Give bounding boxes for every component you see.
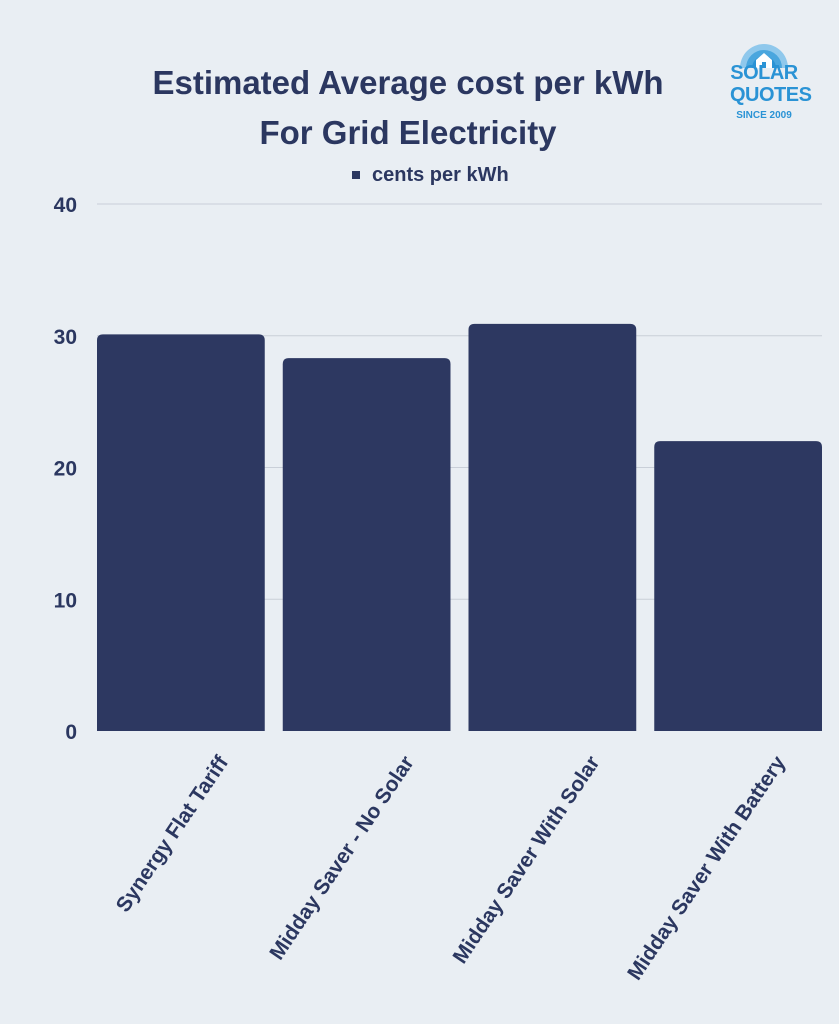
y-tick-label: 10 xyxy=(54,589,77,612)
y-tick-label: 0 xyxy=(65,721,77,744)
x-tick-label: Midday Saver With Battery xyxy=(623,752,790,985)
bars xyxy=(97,323,822,731)
x-tick-label: Midday Saver With Solar xyxy=(449,752,605,968)
x-tick-label: Midday Saver - No Solar xyxy=(265,752,419,964)
chart-title-line-2: For Grid Electricity xyxy=(259,114,557,151)
chart-title-line-1: Estimated Average cost per kWh xyxy=(152,64,664,101)
y-tick-label: 30 xyxy=(54,326,77,349)
bar-2 xyxy=(468,323,637,731)
legend-swatch xyxy=(352,171,360,179)
y-axis-tick-labels: 0 10 20 30 40 xyxy=(54,194,77,744)
chart-legend: cents per kWh xyxy=(352,160,509,190)
sun-house-icon xyxy=(740,44,788,68)
solarquotes-logo: SOLAR QUOTES SINCE 2009 xyxy=(730,38,812,130)
bar-0 xyxy=(97,334,265,731)
logo-text-quotes: QUOTES xyxy=(730,84,812,106)
bar-3 xyxy=(654,441,822,731)
legend-label: cents per kWh xyxy=(372,163,509,186)
y-tick-label: 40 xyxy=(54,194,77,217)
logo-text-solar: SOLAR xyxy=(730,62,798,84)
logo-text-since: SINCE 2009 xyxy=(736,110,792,121)
x-tick-label: Synergy Flat Tariff xyxy=(112,751,234,916)
x-axis-tick-labels: Synergy Flat Tariff Midday Saver - No Sol… xyxy=(112,751,791,984)
y-tick-label: 20 xyxy=(54,458,77,481)
bar-1 xyxy=(282,358,451,731)
